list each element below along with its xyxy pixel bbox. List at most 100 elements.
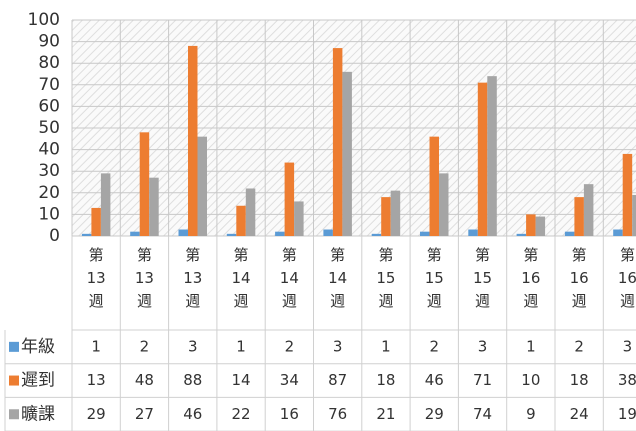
table-value: 3 [623,337,633,355]
x-tick-label: 第 14 週 [232,246,251,310]
bar [583,184,594,236]
bar [516,233,527,236]
bar [130,231,140,236]
y-tick-label: 40 [38,140,60,160]
table-value: 13 [87,371,106,389]
bar [178,229,188,236]
x-tick-label: 第 15 週 [376,246,395,310]
bar [390,190,401,236]
table-value: 87 [328,371,347,389]
bar [564,231,575,236]
table-value: 19 [618,405,636,423]
bar [100,173,111,236]
legend-key [9,341,19,352]
table-value: 21 [376,405,395,423]
bar [81,233,92,236]
bar [323,229,333,236]
table-value: 9 [526,405,536,423]
bar [381,197,391,236]
bar [188,45,198,236]
table-value: 46 [183,405,202,423]
x-tick-label: 第 13 週 [87,246,106,310]
bar [284,162,295,236]
table-value: 1 [381,337,391,355]
table-value: 2 [574,337,584,355]
bar [342,71,352,236]
bar [371,233,382,236]
legend-key [9,409,19,420]
table-value: 14 [232,371,251,389]
table-value: 10 [521,371,540,389]
bar [294,201,304,236]
bar [468,229,478,236]
table-value: 88 [183,371,202,389]
table-value: 3 [333,337,343,355]
table-value: 2 [429,337,439,355]
table-value: 18 [376,371,395,389]
bar [477,82,488,236]
y-tick-label: 100 [28,10,60,30]
table-value: 1 [236,337,246,355]
y-tick-label: 0 [49,226,60,246]
table-value: 3 [188,337,198,355]
table-value: 16 [280,405,299,423]
table-value: 74 [473,405,492,423]
table-value: 2 [140,337,150,355]
bar [613,229,623,236]
y-tick-label: 50 [38,118,60,138]
table-value: 27 [135,405,154,423]
bar [91,207,101,236]
legend-label: 年級 [21,337,55,357]
table-value: 1 [91,337,101,355]
bar [429,136,439,236]
table-value: 24 [570,405,589,423]
bar [574,197,584,236]
table-value: 34 [280,371,299,389]
bar [236,205,246,236]
table-value: 3 [478,337,488,355]
bar [526,214,536,236]
table-value: 1 [526,337,536,355]
y-tick-label: 30 [38,161,60,181]
x-tick-label: 第 15 週 [473,246,492,310]
table-value: 38 [618,371,636,389]
table-value: 71 [473,371,492,389]
x-tick-label: 第 14 週 [280,246,299,310]
bar [420,231,430,236]
bar [439,173,449,236]
x-tick-label: 第 13 週 [135,246,154,310]
bar [332,48,343,236]
y-tick-label: 90 [38,32,60,52]
bar [149,177,159,236]
y-tick-label: 70 [38,75,60,95]
x-tick-label: 第 16 週 [570,246,589,310]
bar [632,194,636,236]
x-tick-label: 第 16 週 [618,246,636,310]
table-value: 22 [232,405,251,423]
bar [226,233,237,236]
bar [245,188,256,236]
bar [275,231,285,236]
table-value: 46 [425,371,444,389]
table-value: 76 [328,405,347,423]
legend-label: 遲到 [21,371,55,391]
bar [622,153,633,236]
legend-label: 曠課 [21,404,55,424]
y-tick-label: 20 [38,183,60,203]
legend-key [9,375,19,386]
table-value: 2 [285,337,295,355]
table-value: 29 [87,405,106,423]
y-tick-label: 80 [38,53,60,73]
x-tick-label: 第 15 週 [425,246,444,310]
bar [535,216,546,236]
x-tick-label: 第 13 週 [183,246,202,310]
x-tick-label: 第 14 週 [328,246,347,310]
table-value: 48 [135,371,154,389]
bar [139,132,150,236]
table-value: 29 [425,405,444,423]
y-tick-label: 60 [38,96,60,116]
bar [487,76,497,236]
x-tick-label: 第 16 週 [521,246,540,310]
table-value: 18 [570,371,589,389]
